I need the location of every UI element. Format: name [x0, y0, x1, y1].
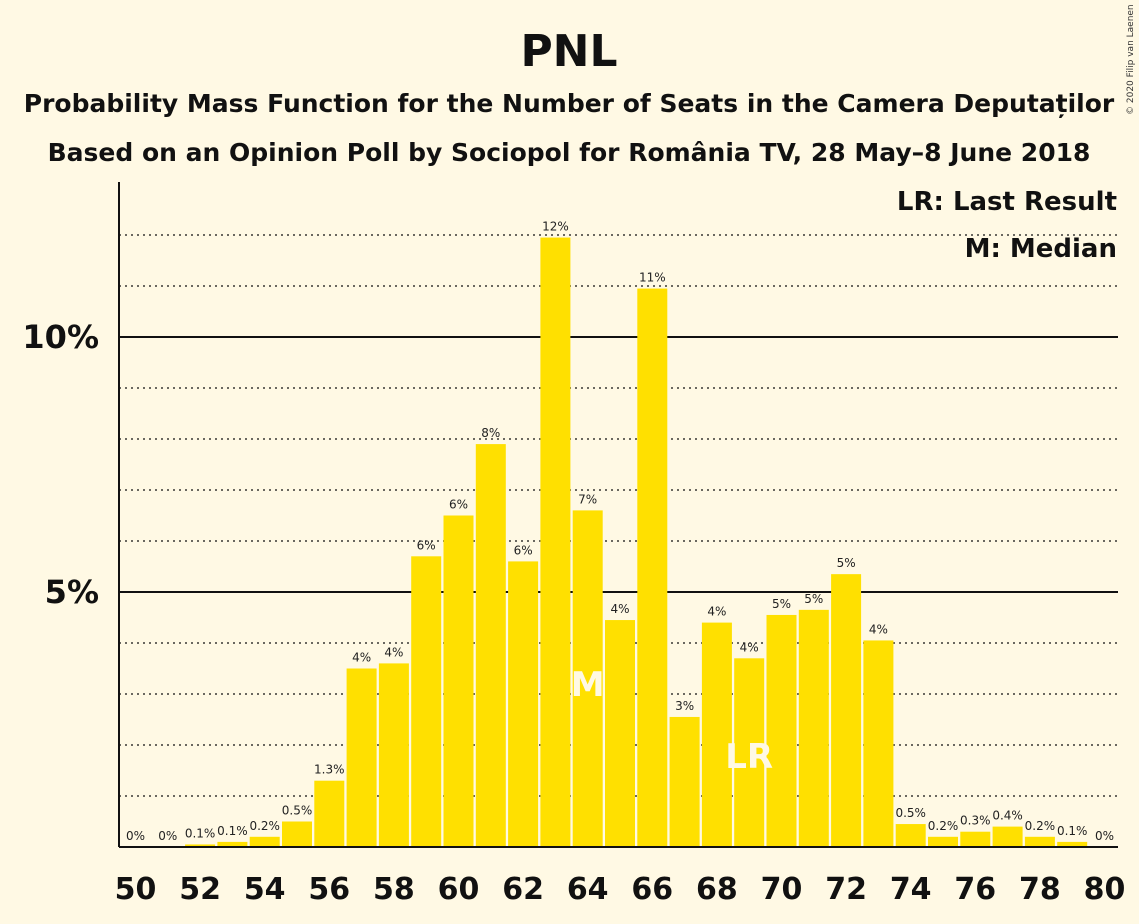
bar-label-55: 0.5% — [282, 804, 313, 818]
bar-59 — [411, 556, 442, 847]
bar-74 — [895, 824, 926, 847]
axes: 5% 10% 50 52 54 56 58 60 62 64 66 68 70 72 74 76 78 80 — [22, 182, 1125, 907]
bar-label-57: 4% — [352, 651, 371, 665]
bar-58 — [378, 663, 409, 847]
bar-label-54: 0.2% — [249, 819, 280, 833]
bars — [185, 237, 1088, 848]
bar-label-63: 12% — [542, 220, 569, 234]
bar-56 — [314, 780, 345, 847]
x-tick-label-80: 80 — [1084, 872, 1126, 907]
x-tick-label-60: 60 — [438, 872, 480, 907]
chart-subtitle-1: Probability Mass Function for the Number… — [24, 89, 1115, 118]
x-tick-label-76: 76 — [954, 872, 996, 907]
bar-76 — [960, 831, 991, 847]
bar-label-66: 11% — [639, 271, 666, 285]
x-tick-label-50: 50 — [115, 872, 157, 907]
bar-55 — [282, 821, 312, 847]
bar-65 — [605, 620, 635, 847]
x-tick-label-74: 74 — [890, 872, 932, 907]
legend-last-result: LR: Last Result — [897, 187, 1117, 217]
copyright: © 2020 Filip van Laenen — [1126, 4, 1136, 115]
bar-labels: 0% 0% 0.1% 0.1% 0.2%0.5%1.3%4% 4%6%6%8%6%12%7… — [126, 220, 1114, 843]
bar-79 — [1057, 841, 1088, 847]
bar-label-56: 1.3% — [314, 763, 345, 777]
bar-53 — [217, 841, 248, 847]
legend-median: M: Median — [965, 234, 1117, 264]
bar-label-50: 0% — [126, 829, 145, 843]
bar-54 — [249, 836, 280, 847]
bar-78 — [1024, 836, 1055, 847]
x-tick-label-78: 78 — [1019, 872, 1061, 907]
bar-label-68: 4% — [707, 605, 726, 619]
bar-77 — [992, 826, 1023, 847]
bar-69 — [734, 658, 765, 847]
y-tick-label: 5% — [45, 573, 99, 611]
chart-subtitle-2: Based on an Opinion Poll by Sociopol for… — [48, 138, 1091, 167]
x-tick-label-56: 56 — [308, 872, 350, 907]
bar-label-78: 0.2% — [1025, 819, 1056, 833]
bar-63 — [540, 237, 571, 848]
bar-label-71: 5% — [804, 592, 823, 606]
x-tick-label-66: 66 — [631, 872, 673, 907]
bar-label-53: 0.1% — [217, 824, 248, 838]
x-tick-label-68: 68 — [696, 872, 738, 907]
bar-label-70: 5% — [772, 597, 791, 611]
bar-73 — [863, 640, 894, 847]
bar-label-76: 0.3% — [960, 814, 991, 828]
x-tick-label-58: 58 — [373, 872, 415, 907]
bar-label-60: 6% — [449, 498, 468, 512]
bar-label-51: 0% — [158, 829, 177, 843]
bar-71 — [798, 609, 829, 847]
bar-label-72: 5% — [837, 556, 856, 570]
x-tick-label-72: 72 — [825, 872, 867, 907]
last-result-marker: LR — [725, 737, 773, 777]
bar-label-73: 4% — [869, 622, 888, 636]
bar-label-79: 0.1% — [1057, 824, 1088, 838]
median-marker: M — [571, 665, 605, 705]
y-tick-label: 10% — [22, 318, 99, 356]
bar-62 — [508, 561, 539, 847]
bar-label-59: 6% — [417, 538, 436, 552]
x-tick-label-54: 54 — [244, 872, 286, 907]
bar-70 — [766, 614, 797, 847]
bar-label-52: 0.1% — [185, 826, 216, 840]
bar-label-58: 4% — [384, 645, 403, 659]
markers: M LR — [571, 665, 773, 777]
bar-label-65: 4% — [610, 602, 629, 616]
chart-title: PNL — [520, 26, 617, 77]
bar-66 — [637, 288, 668, 847]
bar-75 — [928, 836, 958, 847]
bar-57 — [346, 668, 377, 847]
bar-52 — [185, 844, 216, 847]
x-tick-label-70: 70 — [761, 872, 803, 907]
bar-67 — [669, 716, 700, 847]
bar-68 — [701, 622, 732, 847]
bar-label-64: 7% — [578, 492, 597, 506]
bar-label-75: 0.2% — [928, 819, 959, 833]
bar-label-62: 6% — [514, 543, 533, 557]
bar-label-80: 0% — [1095, 829, 1114, 843]
bar-label-77: 0.4% — [992, 809, 1023, 823]
bar-60 — [443, 515, 474, 847]
bar-label-67: 3% — [675, 699, 694, 713]
bar-label-74: 0.5% — [895, 806, 926, 820]
bar-72 — [831, 574, 862, 847]
bar-61 — [475, 444, 506, 847]
x-tick-label-64: 64 — [567, 872, 609, 907]
x-tick-label-62: 62 — [502, 872, 544, 907]
bar-label-69: 4% — [740, 640, 759, 654]
bar-label-61: 8% — [481, 426, 500, 440]
x-tick-label-52: 52 — [179, 872, 221, 907]
bar-64 — [572, 510, 603, 847]
